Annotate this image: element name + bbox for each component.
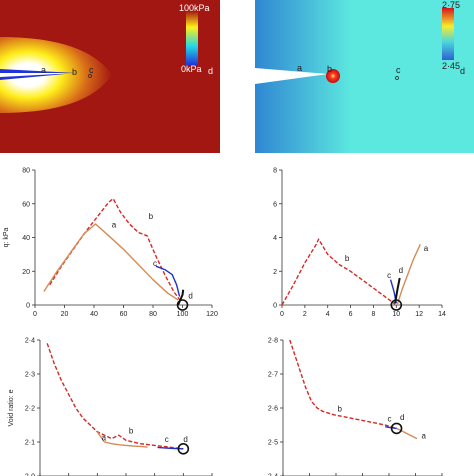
x-tick-label: 40 <box>90 311 98 318</box>
x-tick-label: 0 <box>33 311 37 318</box>
x-tick-label: 8 <box>371 311 375 318</box>
x-tick-label: 80 <box>149 311 157 318</box>
x-tick-label: 14 <box>438 311 446 318</box>
y-tick-label: 2·8 <box>268 338 278 345</box>
y-tick-label: 8 <box>273 168 277 175</box>
x-tick-label: 6 <box>349 311 353 318</box>
point-label-a: a <box>112 220 117 229</box>
y-tick-label: 2 <box>273 269 277 276</box>
point-label-c: c <box>165 435 169 444</box>
pressure-colorbar-top-label: 100kPa <box>179 3 210 13</box>
point-label-a: a <box>422 432 427 441</box>
ratio-colorbar-bottom-label: 2·45 <box>442 61 460 71</box>
ratio-hot-spot <box>326 69 340 83</box>
state-marker <box>177 442 190 455</box>
x-tick-label: 20 <box>61 311 69 318</box>
point-label-c: c <box>387 271 391 280</box>
pressure-high-zone <box>0 37 112 113</box>
void-ratio-contour-panel: 2·75 2·45 a b c d <box>255 0 474 153</box>
chart-1: 0 20 40 60 80 0 20 40 60 80 100 120 q: kPa a b c d <box>3 168 218 319</box>
series-line-3 <box>157 446 184 450</box>
state-marker <box>390 299 403 311</box>
x-tick-label: 100 <box>177 311 189 318</box>
pressure-crack-core <box>0 73 76 77</box>
y-tick-label: 40 <box>22 235 30 242</box>
ratio-colorbar-top-label: 2·75 <box>442 0 460 10</box>
y-tick-label: 2·7 <box>268 372 278 379</box>
point-label-c: c <box>153 259 157 268</box>
point-label-b: b <box>338 404 343 413</box>
state-marker <box>176 299 189 311</box>
x-tick-label: 60 <box>120 311 128 318</box>
series-line-2 <box>396 427 418 440</box>
point-label-a: a <box>102 433 107 442</box>
chart-2: 0 2 4 6 8 0 2 4 6 8 10 12 14 a b cd <box>273 168 446 319</box>
y-tick-label: 0 <box>273 303 277 310</box>
series-line-2 <box>43 223 179 301</box>
x-tick-label: 2 <box>303 311 307 318</box>
ratio-colorbar <box>442 8 454 60</box>
x-tick-label: 10 <box>392 311 400 318</box>
y-tick-label: 2·4 <box>268 474 278 476</box>
pressure-point-label-d: d <box>208 66 213 76</box>
x-tick-label: 120 <box>206 311 218 318</box>
series-line-2 <box>396 244 421 305</box>
y-tick-label: 2·3 <box>25 372 35 379</box>
series-line-2 <box>96 431 148 448</box>
series-line-4 <box>177 289 185 306</box>
y-tick-label: 2·1 <box>25 440 35 447</box>
point-label-d: d <box>183 435 187 444</box>
y-tick-label: 2·5 <box>268 440 278 447</box>
y-axis-label: Void ratio: e <box>8 389 15 426</box>
point-label-d: d <box>188 291 192 300</box>
pressure-point-label-a: a <box>41 65 46 75</box>
point-label-b: b <box>129 427 134 436</box>
ratio-point-label-d: d <box>460 66 465 76</box>
y-tick-label: 2·0 <box>25 474 35 476</box>
series-line-4 <box>394 277 401 304</box>
y-tick-label: 6 <box>273 201 277 208</box>
series-line-1 <box>281 238 396 306</box>
pressure-contour-panel: 100kPa 0kPa a b c d <box>0 0 220 153</box>
series-line-1 <box>46 343 184 450</box>
x-tick-label: 0 <box>280 311 284 318</box>
y-tick-label: 60 <box>22 201 30 208</box>
point-label-b: b <box>149 212 154 221</box>
y-tick-label: 0 <box>26 303 30 310</box>
y-tick-label: 2·6 <box>268 406 278 413</box>
y-tick-label: 4 <box>273 235 277 242</box>
y-axis-label: q: kPa <box>3 227 10 247</box>
x-tick-label: 4 <box>326 311 330 318</box>
ratio-point-label-a: a <box>297 63 302 73</box>
y-tick-label: 80 <box>22 168 30 175</box>
pressure-colorbar-bottom-label: 0kPa <box>181 64 202 74</box>
point-label-b: b <box>345 254 350 263</box>
state-marker <box>390 422 403 435</box>
ratio-point-label-b: b <box>327 64 332 74</box>
chart-3: 2·0 2·1 2·2 2·3 2·4 Void ratio: e a b c d <box>8 338 213 476</box>
x-tick-label: 12 <box>415 311 423 318</box>
ratio-crack <box>255 68 328 84</box>
y-tick-label: 2·2 <box>25 406 35 413</box>
ratio-point-label-c: c <box>396 65 401 75</box>
pressure-point-label-c: c <box>89 65 94 75</box>
ratio-point-marker-c <box>395 76 399 80</box>
pressure-point-label-b: b <box>72 67 77 77</box>
series-line-3 <box>155 265 181 297</box>
y-tick-label: 20 <box>22 269 30 276</box>
point-label-a: a <box>424 244 429 253</box>
pressure-colorbar <box>186 11 198 65</box>
chart-4: 2·4 2·5 2·6 2·7 2·8 a b cd <box>268 338 443 476</box>
series-line-1 <box>289 339 397 430</box>
series-line-1 <box>49 197 182 303</box>
pressure-point-marker-c <box>88 74 92 78</box>
y-tick-label: 2·4 <box>25 338 35 345</box>
point-label-d: d <box>399 266 403 275</box>
point-label-d: d <box>400 413 404 422</box>
point-label-c: c <box>387 415 391 424</box>
